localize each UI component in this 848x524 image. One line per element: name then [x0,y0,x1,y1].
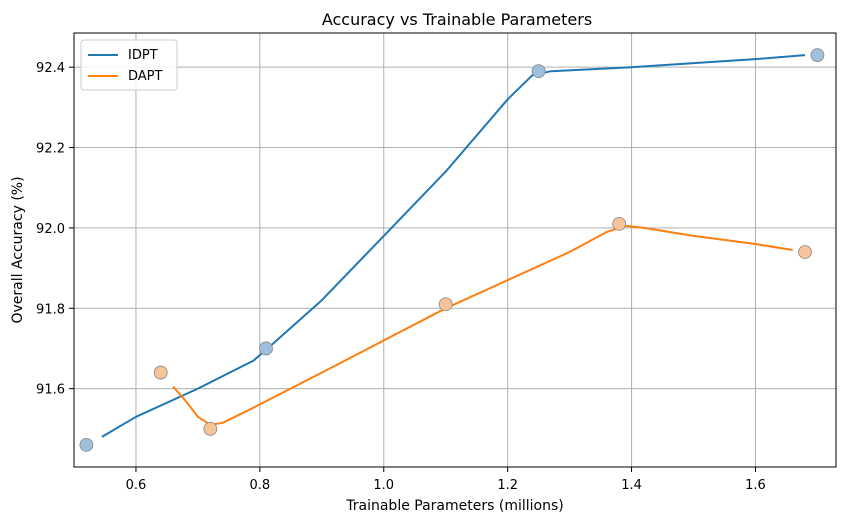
series-lines [101,54,806,438]
grid [74,33,836,467]
x-tick-label: 1.0 [373,478,394,493]
x-tick-label: 1.4 [621,478,642,493]
data-point-dapt [798,245,812,259]
data-point-idpt [531,64,546,79]
data-point-dapt [153,365,168,380]
y-tick-label: 92.0 [36,222,65,237]
y-tick-label: 92.4 [36,61,65,76]
y-tick-label: 92.2 [36,142,65,157]
y-tick-label: 91.8 [36,302,65,317]
x-axis-ticks: 0.6 0.8 1.0 1.2 1.4 1.6 [126,467,766,493]
data-point-dapt [203,421,218,436]
x-tick-label: 0.8 [250,478,271,493]
x-tick-label: 1.2 [497,478,518,493]
data-point-idpt [259,341,273,356]
axes [73,32,837,468]
x-tick-label: 0.6 [126,478,147,493]
series-line-idpt [101,54,806,438]
x-axis-label: Trainable Parameters (millions) [345,498,563,514]
data-point-dapt [438,297,453,312]
y-axis-ticks: 91.6 91.8 92.0 92.2 92.4 [36,61,74,398]
legend-label-dapt: DAPT [128,69,163,84]
y-tick-label: 91.6 [36,383,65,398]
chart-title: Accuracy vs Trainable Parameters [322,10,592,29]
legend-box [80,39,178,91]
series-markers [79,48,825,452]
x-tick-label: 1.6 [745,478,766,493]
data-point-dapt [612,216,627,231]
plot-frame [73,32,837,468]
y-axis-label: Overall Accuracy (%) [10,176,26,323]
series-line-dapt [172,224,793,426]
data-point-idpt [810,48,825,63]
legend: IDPT DAPT [80,39,178,91]
legend-label-idpt: IDPT [128,48,158,63]
data-point-idpt [79,437,94,452]
